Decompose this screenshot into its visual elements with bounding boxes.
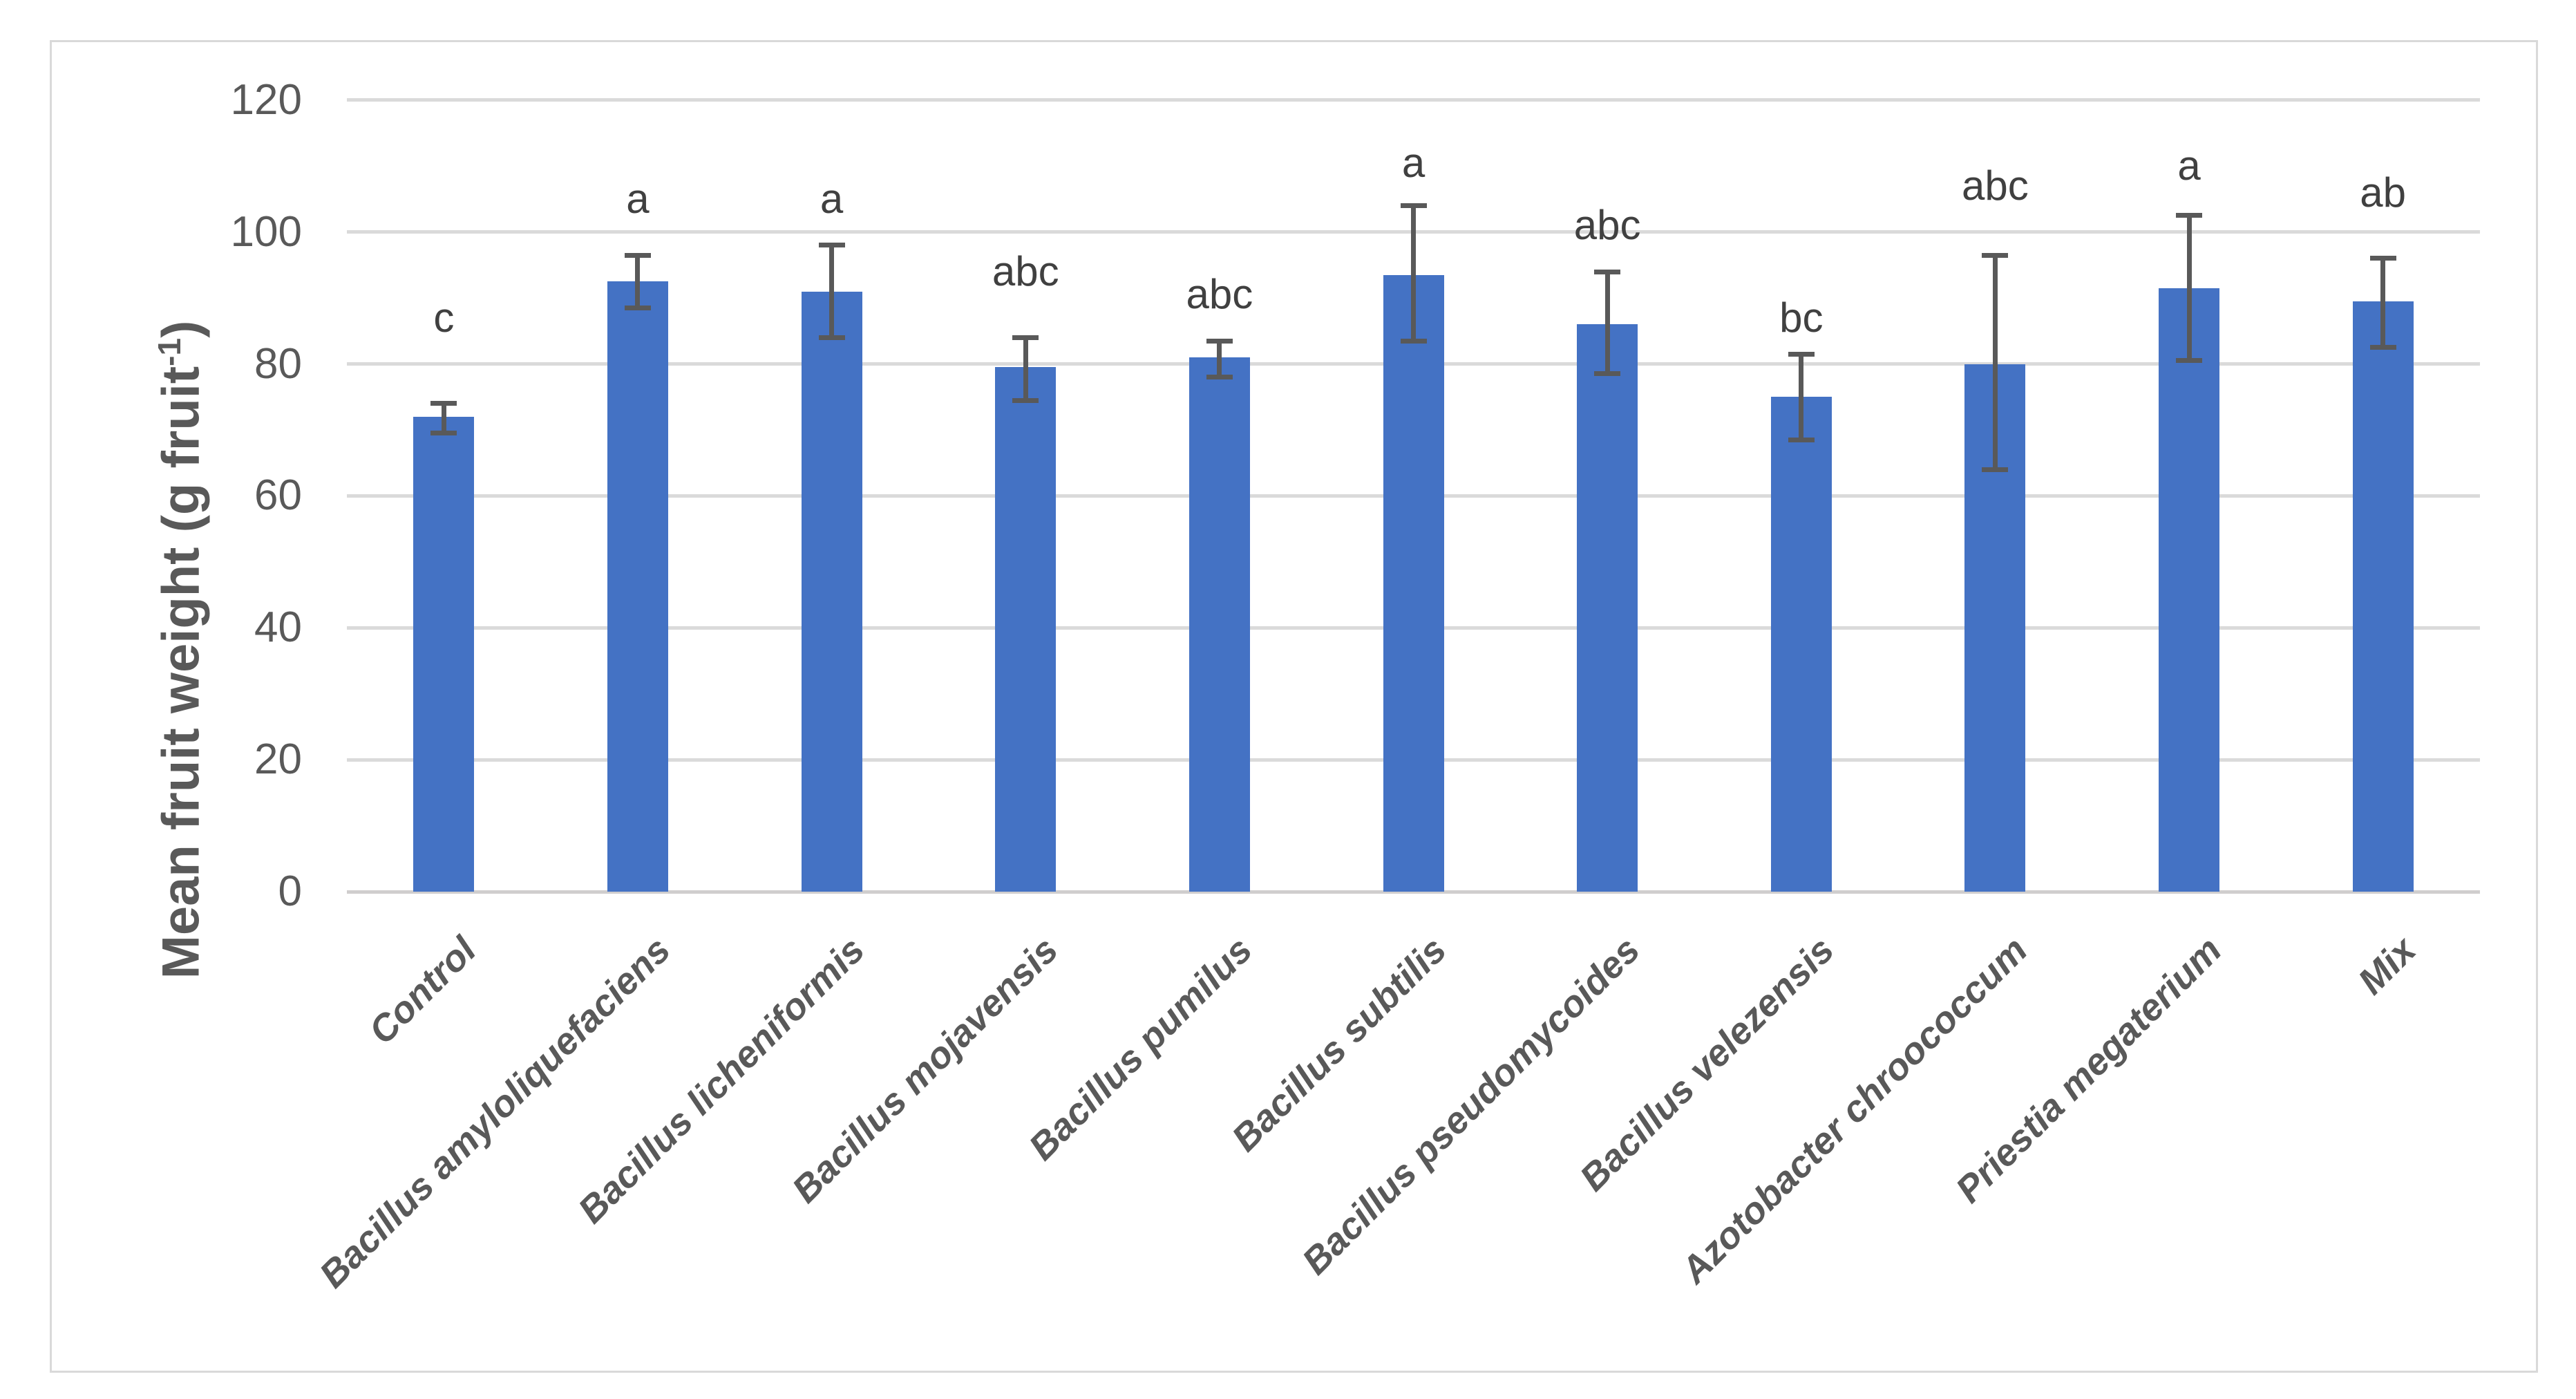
error-bar-cap	[430, 431, 457, 436]
significance-letter: c	[433, 294, 455, 341]
error-bar	[1217, 341, 1222, 377]
error-bar-cap	[1400, 203, 1427, 209]
y-tick-label: 40	[254, 603, 302, 652]
y-axis-title-suffix: )	[151, 320, 211, 338]
significance-letter: abc	[992, 248, 1059, 295]
error-bar	[1023, 337, 1028, 401]
significance-letter: abc	[1573, 202, 1641, 249]
error-bar-cap	[2369, 256, 2396, 261]
gridline	[347, 98, 2480, 102]
significance-letter: a	[626, 176, 650, 223]
error-bar-cap	[2176, 358, 2203, 364]
error-bar-cap	[1788, 351, 1815, 357]
error-bar-cap	[1594, 269, 1621, 274]
y-tick-label: 60	[254, 471, 302, 520]
bar	[1577, 324, 1638, 892]
error-bar-cap	[2176, 213, 2203, 218]
bar	[607, 281, 668, 892]
error-bar-cap	[818, 243, 845, 248]
significance-letter: ab	[2360, 169, 2407, 216]
bar	[1188, 357, 1250, 892]
error-bar-cap	[624, 252, 651, 258]
error-bar-cap	[430, 401, 457, 406]
error-bar	[635, 255, 641, 308]
x-axis-line	[347, 890, 2480, 894]
significance-letter: abc	[1186, 271, 1253, 318]
error-bar-cap	[1788, 437, 1815, 442]
error-bar-cap	[1594, 371, 1621, 377]
bar	[995, 367, 1057, 892]
bar	[2352, 301, 2414, 892]
error-bar-cap	[1206, 338, 1233, 344]
y-tick-label: 120	[230, 75, 302, 124]
significance-letter: bc	[1779, 294, 1824, 341]
significance-letter: a	[2177, 142, 2201, 189]
error-bar-cap	[1400, 338, 1427, 344]
bar	[2159, 288, 2220, 892]
error-bar-cap	[1012, 397, 1039, 403]
error-bar	[2186, 215, 2192, 361]
y-tick-label: 0	[278, 867, 302, 915]
y-tick-label: 80	[254, 339, 302, 388]
error-bar	[2380, 258, 2386, 348]
error-bar-cap	[1982, 467, 2009, 472]
error-bar-cap	[2369, 345, 2396, 350]
error-bar-cap	[1012, 335, 1039, 340]
error-bar	[1604, 272, 1610, 374]
significance-letter: a	[820, 176, 844, 223]
error-bar	[1799, 354, 1804, 440]
error-bar-cap	[818, 335, 845, 340]
error-bar-cap	[1982, 252, 2009, 258]
bar	[1770, 397, 1832, 892]
bar	[801, 291, 862, 892]
y-tick-label: 20	[254, 735, 302, 784]
y-tick-label: 100	[230, 207, 302, 256]
error-bar	[1411, 205, 1416, 341]
error-bar-cap	[1206, 375, 1233, 380]
error-bar	[1992, 255, 1998, 470]
error-bar-cap	[624, 306, 651, 311]
significance-letter: abc	[1962, 162, 2029, 209]
significance-letter: a	[1401, 139, 1426, 186]
error-bar	[829, 245, 835, 338]
bar	[1383, 274, 1444, 892]
bar	[413, 416, 475, 892]
error-bar	[441, 403, 446, 433]
